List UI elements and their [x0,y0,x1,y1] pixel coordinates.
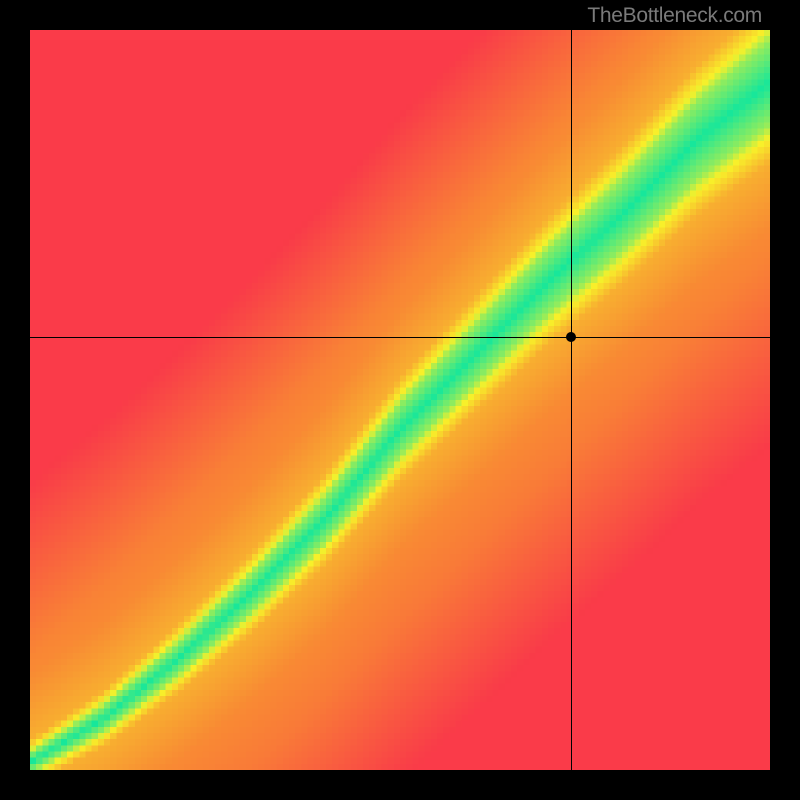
crosshair-horizontal [30,337,770,338]
chart-container: TheBottleneck.com [0,0,800,800]
watermark-text: TheBottleneck.com [587,4,762,28]
crosshair-vertical [571,30,572,770]
heatmap-canvas [30,30,770,770]
data-point-marker [566,332,576,342]
plot-area [30,30,770,770]
